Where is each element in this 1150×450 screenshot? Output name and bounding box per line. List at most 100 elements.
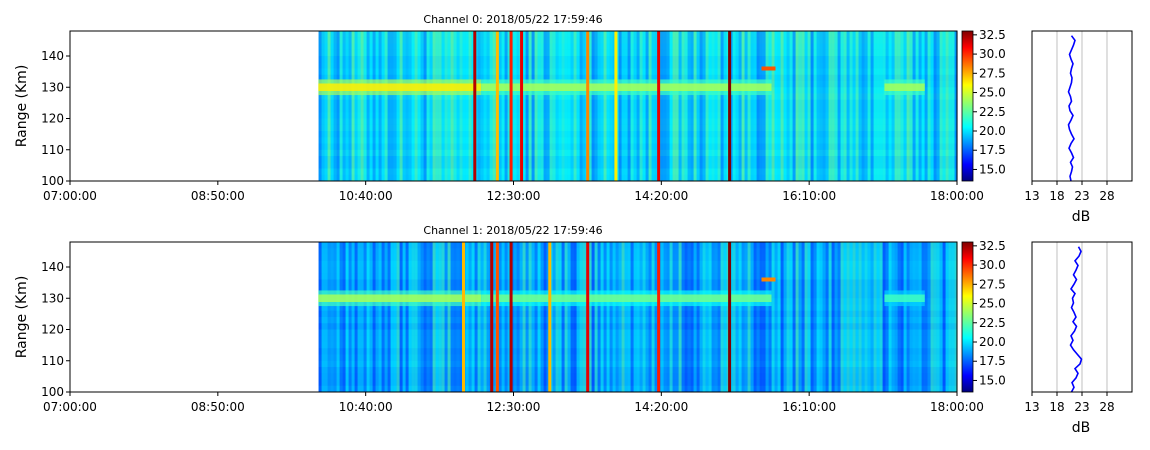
heatmap-streak	[600, 31, 604, 181]
power-profile-plot: 13 18 23 28 dB	[1024, 30, 1133, 225]
heatmap-band	[318, 124, 957, 131]
heatmap-streak	[804, 31, 808, 181]
heatmap-streak	[822, 242, 826, 392]
heatmap-streak	[357, 31, 361, 181]
heatmap-streak	[528, 242, 532, 392]
heatmap-streak	[849, 242, 853, 392]
heatmap-streak	[534, 242, 538, 392]
panel-title: Channel 0: 2018/05/22 17:59:46	[423, 13, 602, 26]
heatmap-streak	[918, 31, 922, 181]
heatmap-streak	[666, 31, 670, 181]
heatmap-streak	[741, 242, 745, 392]
heatmap-streak	[831, 31, 835, 181]
heatmap-streak	[705, 31, 709, 181]
heatmap-streak	[909, 31, 913, 181]
heatmap-streak	[363, 31, 367, 181]
heatmap-band	[318, 329, 957, 336]
colorbar-tick-label: 20.0	[979, 124, 1006, 138]
heatmap-streak	[594, 31, 598, 181]
heatmap-streak	[675, 31, 679, 181]
heatmap-streak	[405, 31, 409, 181]
heatmap-streak	[774, 31, 778, 181]
heatmap-streak	[549, 31, 553, 181]
heatmap-streak	[360, 31, 364, 181]
x-tick-label: 13	[1024, 189, 1039, 203]
heatmap-streak	[597, 242, 601, 392]
colorbar-tick-label: 25.0	[979, 86, 1006, 100]
heatmap-streak	[345, 242, 349, 392]
heatmap-streak	[333, 242, 337, 392]
heatmap-streak	[432, 242, 436, 392]
interference-line	[728, 31, 732, 181]
heatmap-streak	[741, 31, 745, 181]
heatmap-streak	[873, 31, 877, 181]
heatmap-streak	[714, 242, 718, 392]
heatmap-streak	[405, 242, 409, 392]
heatmap-streak	[879, 31, 883, 181]
heatmap-streak	[861, 242, 865, 392]
heatmap-band	[318, 273, 957, 280]
heatmap-streak	[387, 242, 391, 392]
heatmap-streak	[462, 31, 466, 181]
heatmap-streak	[954, 242, 958, 392]
heatmap-streak	[924, 31, 928, 181]
heatmap-streak	[747, 242, 751, 392]
heatmap-streak	[402, 242, 406, 392]
heatmap-streak	[693, 242, 697, 392]
heatmap-streak	[627, 242, 631, 392]
heatmap-band	[318, 335, 957, 342]
heatmap-streak	[501, 242, 505, 392]
heatmap-streak	[327, 31, 331, 181]
heatmap-streak	[792, 31, 796, 181]
heatmap-streak	[471, 242, 475, 392]
heatmap-streak	[390, 31, 394, 181]
heatmap-streak	[735, 242, 739, 392]
heatmap-streak	[792, 242, 796, 392]
heatmap-streak	[546, 242, 550, 392]
heatmap-streak	[618, 242, 622, 392]
heatmap-streak	[840, 242, 844, 392]
heatmap-band	[318, 373, 957, 380]
heatmap-channel-1: 07:00:00 08:50:00 10:40:00 12:30:00 14:20:00…	[41, 241, 984, 414]
heatmap-streak	[807, 31, 811, 181]
x-tick-label: 28	[1099, 400, 1114, 414]
x-tick-label: 18	[1049, 189, 1064, 203]
heatmap-streak	[633, 31, 637, 181]
heatmap-band	[318, 267, 957, 274]
heatmap-streak	[765, 31, 769, 181]
heatmap-streak	[369, 242, 373, 392]
heatmap-streak	[735, 31, 739, 181]
heatmap-streak	[621, 31, 625, 181]
heatmap-streak	[477, 31, 481, 181]
heatmap-streak	[795, 242, 799, 392]
heatmap-streak	[600, 242, 604, 392]
heatmap-streak	[726, 31, 730, 181]
heatmap-band	[318, 43, 957, 50]
heatmap-streak	[528, 31, 532, 181]
heatmap-streak	[399, 31, 403, 181]
heatmap-streak	[576, 242, 580, 392]
heatmap-streak	[786, 242, 790, 392]
heatmap-streak	[480, 242, 484, 392]
heatmap-streak	[498, 31, 502, 181]
heatmap-streak	[336, 242, 340, 392]
heatmap-streak	[696, 242, 700, 392]
heatmap-streak	[630, 31, 634, 181]
heatmap-streak	[423, 242, 427, 392]
heatmap-streak	[627, 31, 631, 181]
heatmap-streak	[663, 31, 667, 181]
heatmap-streak	[591, 31, 595, 181]
heatmap-streak	[891, 242, 895, 392]
heatmap-streak	[951, 31, 955, 181]
heatmap-streak	[597, 31, 601, 181]
heatmap-streak	[396, 31, 400, 181]
heatmap-streak	[417, 31, 421, 181]
heatmap-streak	[888, 31, 892, 181]
heatmap-streak	[834, 31, 838, 181]
heatmap-streak	[480, 31, 484, 181]
heatmap-streak	[855, 31, 859, 181]
heatmap-streak	[435, 242, 439, 392]
heatmap-streak	[465, 31, 469, 181]
heatmap-streak	[618, 31, 622, 181]
